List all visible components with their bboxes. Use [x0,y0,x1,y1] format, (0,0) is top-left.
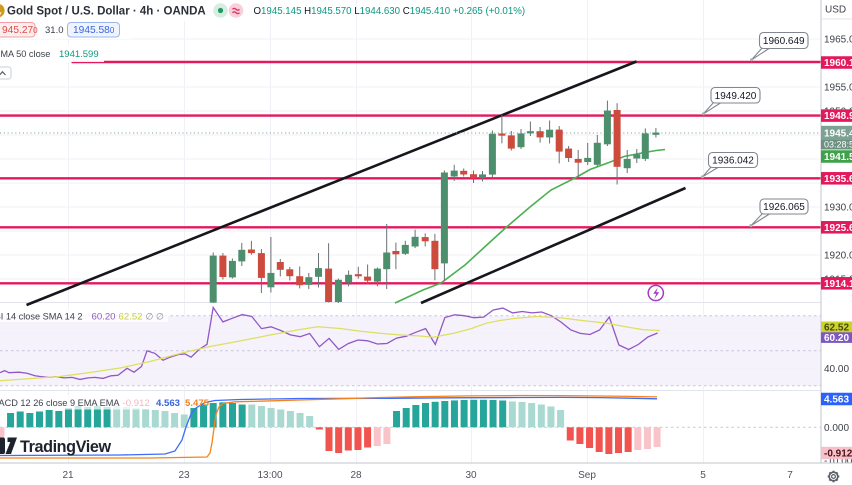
svg-text:23: 23 [178,470,190,481]
svg-text:945.270: 945.270 [2,25,38,36]
svg-text:4.563: 4.563 [824,395,849,406]
svg-text:-0.912: -0.912 [123,398,150,409]
svg-text:1948.9: 1948.9 [824,111,852,122]
svg-text:∅ ∅: ∅ ∅ [146,312,165,322]
svg-text:5.475: 5.475 [185,398,210,409]
svg-text:1930.0: 1930.0 [824,203,852,214]
svg-text:7: 7 [787,470,793,481]
svg-text:1960.1: 1960.1 [824,58,852,69]
svg-text:03:28:5: 03:28:5 [824,139,852,149]
svg-text:1965.0: 1965.0 [824,35,852,46]
svg-text:TradingView: TradingView [20,438,111,456]
svg-text:1955.0: 1955.0 [824,83,852,94]
svg-text:1935.6: 1935.6 [824,174,852,185]
svg-text:21: 21 [62,470,74,481]
svg-text:28: 28 [350,470,362,481]
svg-text:EMA 50 close: EMA 50 close [0,49,50,59]
svg-text:RSI 14 close SMA 14 2: RSI 14 close SMA 14 2 [0,312,82,322]
svg-text:13:00: 13:00 [257,470,282,481]
svg-text:1920.0: 1920.0 [824,251,852,262]
svg-text:1945.580: 1945.580 [73,25,115,36]
svg-text:60.20: 60.20 [92,312,116,323]
svg-text:1925.6: 1925.6 [824,223,852,234]
svg-text:31.0: 31.0 [45,25,64,36]
svg-text:O1945.145 H1945.570 L1944.630: O1945.145 H1945.570 L1944.630 C1945.410 … [254,6,526,17]
svg-text:1941.599: 1941.599 [59,49,99,60]
svg-text:1926.065: 1926.065 [763,202,805,213]
svg-text:Gold Spot / U.S. Dollar · 4h ·: Gold Spot / U.S. Dollar · 4h · OANDA [7,6,206,18]
svg-text:-10.00: -10.00 [824,456,852,467]
svg-text:1945.4: 1945.4 [824,128,852,139]
svg-text:USD: USD [825,5,846,16]
svg-text:0.000: 0.000 [824,423,849,434]
svg-text:-0.912: -0.912 [824,449,852,460]
svg-text:62.52: 62.52 [824,323,849,334]
svg-text:1941.5: 1941.5 [824,152,852,163]
svg-text:4.563: 4.563 [156,398,180,409]
svg-text:60.20: 60.20 [824,333,849,344]
svg-text:40.00: 40.00 [824,364,849,375]
svg-text:MACD 12 26 close 9 EMA EMA: MACD 12 26 close 9 EMA EMA [0,398,120,408]
svg-text:1949.420: 1949.420 [715,91,757,102]
svg-text:Sep: Sep [578,470,596,481]
svg-text:1960.649: 1960.649 [763,36,805,47]
svg-text:62.52: 62.52 [119,312,143,323]
svg-text:1936.042: 1936.042 [712,156,754,167]
svg-text:30: 30 [465,470,477,481]
svg-text:5: 5 [700,470,706,481]
svg-text:1914.1: 1914.1 [824,279,852,290]
